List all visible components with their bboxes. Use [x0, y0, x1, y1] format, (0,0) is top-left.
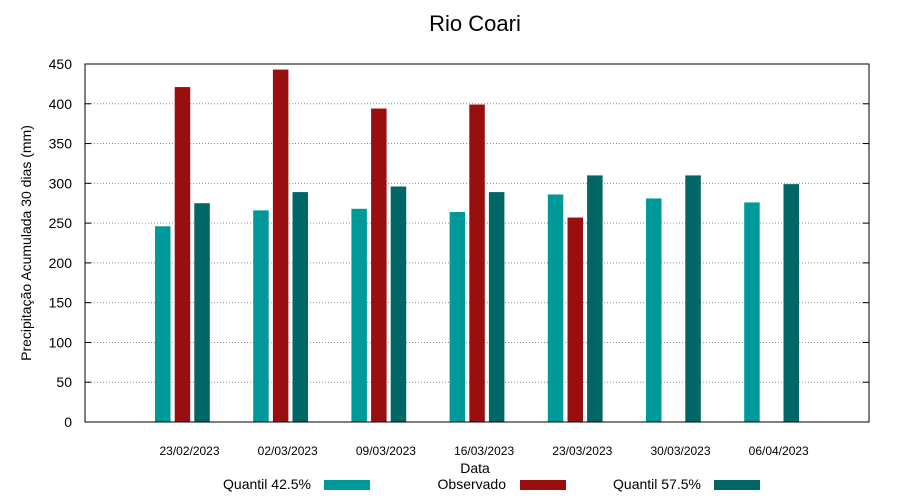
- bar-observado-2: [371, 108, 387, 422]
- x-tick-label: 23/03/2023: [552, 444, 612, 458]
- y-tick-label: 100: [49, 334, 73, 350]
- bar-quantil-42-5-2: [351, 208, 367, 422]
- legend-swatch: [520, 480, 566, 490]
- bar-quantil-42-5-1: [253, 210, 269, 422]
- bar-observado-4: [567, 217, 583, 422]
- bar-quantil-57-5-5: [685, 175, 701, 422]
- bar-quantil-57-5-6: [783, 184, 799, 422]
- y-tick-label: 400: [49, 96, 73, 112]
- plot-area: [84, 63, 870, 423]
- legend-swatch: [324, 480, 370, 490]
- legend-label: Observado: [438, 476, 507, 492]
- y-axis: 0 50 100 150 200 250 300 350 400 450: [49, 56, 869, 430]
- bar-quantil-57-5-1: [292, 192, 308, 422]
- y-tick-label: 250: [49, 215, 73, 231]
- bar-quantil-42-5-5: [646, 198, 662, 422]
- chart-title: Rio Coari: [429, 11, 521, 36]
- x-tick-label: 09/03/2023: [356, 444, 416, 458]
- bar-observado-0: [174, 87, 191, 423]
- y-tick-label: 450: [49, 56, 73, 72]
- bar-quantil-57-5-2: [390, 186, 407, 422]
- bar-quantil-57-5-4: [587, 175, 603, 422]
- y-tick-label: 150: [49, 295, 73, 311]
- y-tick-label: 200: [49, 255, 73, 271]
- legend-label: Quantil 42.5%: [223, 476, 311, 492]
- bar-observado-1: [272, 69, 289, 423]
- bar-quantil-42-5-6: [744, 202, 760, 422]
- x-tick-label: 02/03/2023: [258, 444, 318, 458]
- y-axis-label: Precipitação Acumulada 30 dias (mm): [18, 125, 34, 361]
- bar-observado-3: [469, 104, 485, 422]
- y-tick-label: 0: [64, 414, 72, 430]
- bar-quantil-42-5-4: [547, 194, 564, 422]
- y-tick-label: 50: [56, 374, 72, 390]
- bar-quantil-42-5-0: [155, 226, 171, 422]
- x-tick-label: 06/04/2023: [749, 444, 809, 458]
- legend-label: Quantil 57.5%: [613, 476, 701, 492]
- x-axis-label: Data: [460, 460, 490, 476]
- bars: [155, 69, 799, 423]
- y-tick-label: 300: [49, 175, 73, 191]
- legend: Quantil 42.5% Observado Quantil 57.5%: [223, 476, 760, 492]
- x-tick-label: 30/03/2023: [650, 444, 710, 458]
- legend-swatch: [714, 480, 760, 490]
- bar-quantil-42-5-3: [449, 211, 466, 422]
- x-tick-label: 23/02/2023: [159, 444, 219, 458]
- bar-quantil-57-5-3: [488, 192, 505, 422]
- x-tick-label: 16/03/2023: [454, 444, 514, 458]
- bar-quantil-57-5-0: [194, 203, 210, 422]
- x-axis: 23/02/2023 02/03/2023 09/03/2023 16/03/2023…: [159, 444, 809, 458]
- y-tick-label: 350: [49, 136, 73, 152]
